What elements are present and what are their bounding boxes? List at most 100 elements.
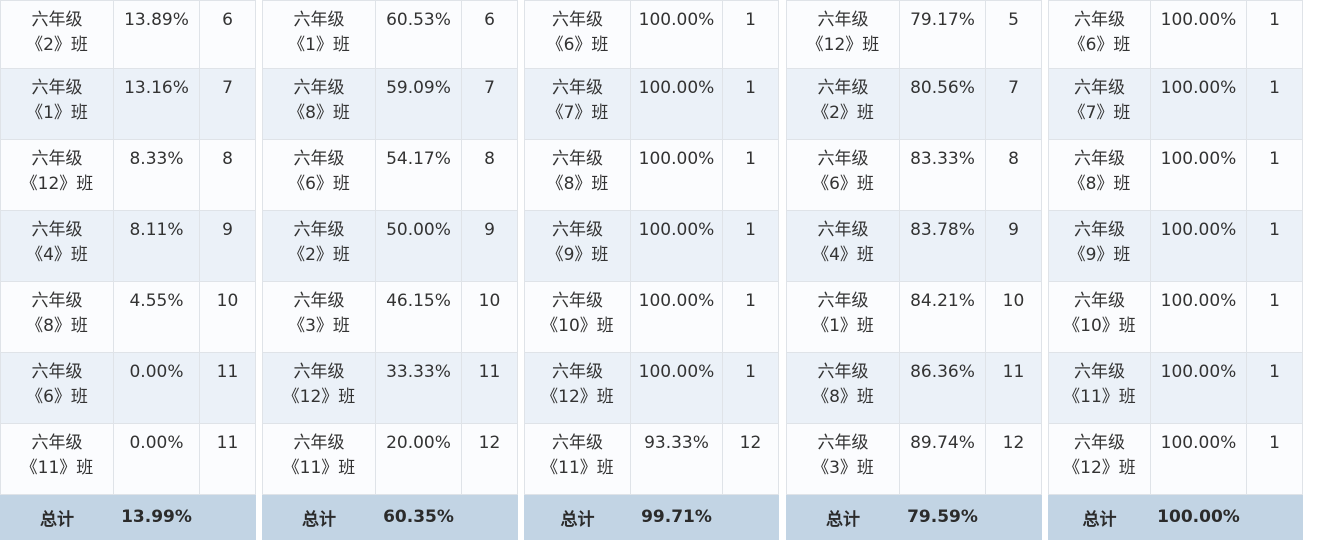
rank-value: 6 [484,10,495,30]
total-label: 总计 [524,494,631,540]
grade-label: 六年级 [1074,362,1125,382]
rank-cell: 10 [461,281,518,353]
total-rank [722,494,779,540]
rank-cell: 10 [199,281,256,353]
class-label: 《12》班 [806,35,880,55]
class-name-cell: 六年级 《7》班 [1048,68,1151,140]
grade-label: 六年级 [817,362,869,382]
rank-cell: 1 [722,68,779,140]
percentage-value: 100.00% [1160,291,1237,311]
rank-value: 8 [484,149,495,169]
table-row: 六年级 《11》班 20.00% 12 [262,423,518,495]
total-row: 总计 99.71% [524,494,779,540]
class-name-cell: 六年级 《4》班 [786,210,900,282]
grade-label: 六年级 [1074,149,1125,169]
percentage-cell: 100.00% [1150,68,1247,140]
rank-value: 7 [484,78,495,98]
class-name-cell: 六年级 《9》班 [524,210,631,282]
table-row: 六年级 《6》班 83.33% 8 [786,139,1042,211]
percentage-value: 8.33% [129,149,184,169]
percentage-value: 100.00% [638,362,715,382]
class-label: 《6》班 [26,387,88,407]
percentage-cell: 59.09% [375,68,462,140]
class-label: 《6》班 [1068,35,1131,55]
rank-value: 1 [745,291,756,311]
percentage-cell: 84.21% [899,281,986,353]
ranking-table-5: 六年级 《6》班 100.00% 1 六年级 《7》班 100.00% 1 六年级 《8》班 100… [1048,0,1303,540]
class-name-cell: 六年级《12》班 [1048,423,1151,495]
class-label: 《2》班 [812,103,874,123]
grade-label: 六年级 [293,10,345,30]
grade-label: 六年级 [293,291,345,311]
rank-value: 1 [1269,433,1280,453]
grade-label: 六年级 [293,149,345,169]
grade-label: 六年级 [1074,10,1125,30]
rank-value: 8 [1008,149,1019,169]
percentage-value: 33.33% [386,362,451,382]
class-name-cell: 六年级 《10》班 [1048,281,1151,353]
percentage-cell: 33.33% [375,352,462,424]
class-name-cell: 六年级 《11》班 [262,423,376,495]
class-label: 《2》班 [26,35,88,55]
class-label: 《4》班 [812,245,874,265]
rank-cell: 1 [722,210,779,282]
rank-value: 6 [222,10,233,30]
rank-value: 1 [1269,362,1280,382]
rank-cell: 1 [1246,139,1303,211]
percentage-cell: 100.00% [630,281,723,353]
grade-label: 六年级 [552,78,603,98]
ranking-table-2: 六年级 《1》班 60.53% 6 六年级 《8》班 59.09% 7 六年级 《6》班 54.17… [262,0,518,540]
class-name-cell: 六年级 《4》班 [0,210,114,282]
rank-cell: 7 [985,68,1042,140]
class-name-cell: 六年级 《8》班 [1048,139,1151,211]
grade-label: 六年级 [293,78,345,98]
class-label: 《2》班 [288,245,350,265]
class-name-cell: 六年级 《8》班 [0,281,114,353]
class-name-cell: 六年级 《1》班 [262,0,376,69]
rank-value: 1 [1269,78,1280,98]
class-label: 《11》班 [20,458,94,478]
rank-cell: 6 [199,0,256,69]
percentage-value: 13.16% [124,78,189,98]
rank-cell: 1 [1246,423,1303,495]
grade-label: 六年级 [1074,433,1125,453]
total-rank [199,494,256,540]
rank-cell: 1 [1246,352,1303,424]
table-row: 六年级 《3》班 46.15% 10 [262,281,518,353]
rank-cell: 6 [461,0,518,69]
class-label: 《12》班 [1063,458,1136,478]
table-row: 六年级 《8》班 100.00% 1 [524,139,779,211]
table-row: 六年级 《8》班 59.09% 7 [262,68,518,140]
percentage-cell: 100.00% [630,139,723,211]
table-row: 六年级 《9》班 100.00% 1 [1048,210,1303,282]
grade-label: 六年级 [293,362,345,382]
grade-label: 六年级 [817,291,869,311]
rank-cell: 1 [1246,68,1303,140]
class-name-cell: 六年级 《6》班 [0,352,114,424]
percentage-value: 100.00% [1160,78,1237,98]
percentage-value: 46.15% [386,291,451,311]
table-row: 六年级 《9》班 100.00% 1 [524,210,779,282]
total-row: 总计 60.35% [262,494,518,540]
percentage-value: 50.00% [386,220,451,240]
class-label: 《3》班 [812,458,874,478]
percentage-cell: 100.00% [1150,423,1247,495]
rank-value: 1 [745,149,756,169]
total-label: 总计 [786,494,900,540]
percentage-cell: 50.00% [375,210,462,282]
class-label: 《12》班 [282,387,356,407]
rank-value: 1 [745,78,756,98]
rank-cell: 8 [985,139,1042,211]
rank-cell: 1 [722,281,779,353]
grade-label: 六年级 [552,220,603,240]
total-label: 总计 [262,494,376,540]
total-rank [985,494,1042,540]
rank-value: 11 [216,362,239,382]
table-row: 六年级 《7》班 100.00% 1 [1048,68,1303,140]
percentage-cell: 100.00% [630,0,723,69]
class-name-cell: 六年级 《2》班 [0,0,114,69]
total-rank [461,494,518,540]
percentage-value: 20.00% [386,433,451,453]
table-row: 六年级 《8》班 86.36% 11 [786,352,1042,424]
percentage-value: 8.11% [129,220,184,240]
